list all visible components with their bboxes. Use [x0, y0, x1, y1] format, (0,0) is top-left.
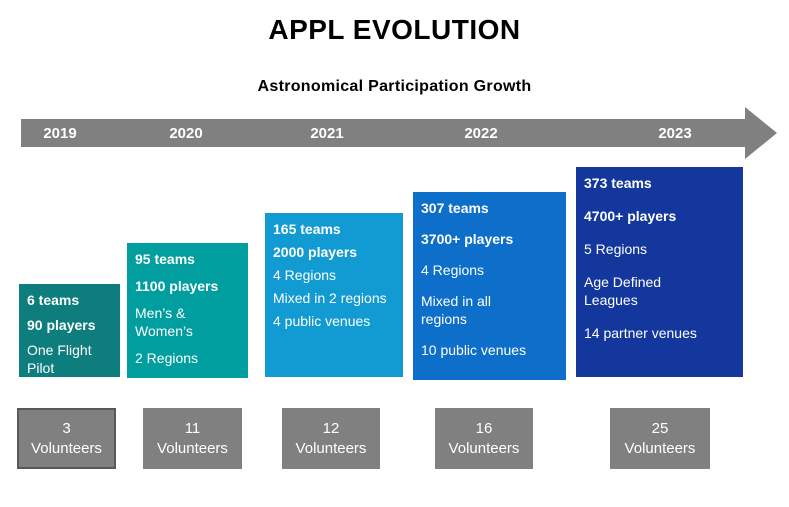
stat-line: 90 players: [27, 317, 96, 333]
stage-box-2023: 373 teams 4700+ players 5 Regions Age De…: [576, 167, 743, 377]
stat-line: Age Defined Leagues: [584, 274, 662, 308]
volunteer-count: 3: [62, 419, 71, 437]
volunteer-box-2019: 3 Volunteers: [17, 408, 116, 469]
stat-line: 95 teams: [135, 251, 195, 267]
volunteer-count: 25: [651, 419, 669, 437]
stat-line: 165 teams: [273, 221, 341, 237]
year-label-2020: 2020: [169, 125, 203, 142]
volunteer-count: 12: [322, 419, 340, 437]
stat-line: Men’s & Women’s: [135, 305, 193, 339]
stat-line: 5 Regions: [584, 241, 648, 257]
volunteer-box-2023: 25 Volunteers: [610, 408, 710, 469]
stat-line: 14 partner venues: [584, 325, 697, 341]
volunteer-count: 16: [475, 419, 493, 437]
stage-box-2022: 307 teams 3700+ players 4 Regions Mixed …: [413, 192, 566, 380]
slide-title: APPL EVOLUTION: [268, 14, 521, 45]
stat-line: 4 Regions: [421, 262, 485, 278]
year-label-2022: 2022: [464, 125, 498, 142]
stat-line: 2000 players: [273, 244, 358, 260]
stat-line: Mixed in 2 regions: [273, 290, 387, 306]
stat-line: 2 public venues: [135, 377, 233, 393]
stat-line: 4 public venues: [273, 313, 371, 329]
year-label-2023: 2023: [658, 125, 692, 142]
stat-line: Mixed in all regions: [421, 293, 492, 327]
stage-box-2021: 165 teams 2000 players 4 Regions Mixed i…: [265, 213, 403, 377]
stat-line: 1100 players: [135, 278, 219, 294]
timeline-arrow-icon: [21, 107, 777, 159]
stat-line: One Flight Pilot: [27, 342, 92, 376]
volunteer-box-2022: 16 Volunteers: [435, 408, 533, 469]
slide-subtitle: Astronomical Participation Growth: [257, 78, 532, 95]
year-label-2021: 2021: [310, 125, 344, 142]
volunteer-label: Volunteers: [624, 439, 696, 457]
stage-box-2019: 6 teams 90 players One Flight Pilot: [19, 284, 120, 377]
stat-line: 307 teams: [421, 200, 489, 216]
stat-line: 4 Regions: [273, 267, 337, 283]
stat-line: 3700+ players: [421, 231, 514, 247]
stat-line: 10 public venues: [421, 342, 527, 358]
volunteer-label: Volunteers: [448, 439, 520, 457]
volunteer-count: 11: [184, 419, 201, 437]
volunteer-box-2021: 12 Volunteers: [282, 408, 380, 469]
volunteer-label: Volunteers: [157, 439, 228, 457]
volunteer-label: Volunteers: [31, 439, 102, 457]
volunteer-box-2020: 11 Volunteers: [143, 408, 242, 469]
stat-line: 6 teams: [27, 292, 80, 308]
stat-line: 2 Regions: [135, 350, 199, 366]
year-label-2019: 2019: [43, 125, 77, 142]
stat-line: 4700+ players: [584, 208, 677, 224]
volunteer-label: Volunteers: [295, 439, 367, 457]
stage-box-2020: 95 teams 1100 players Men’s & Women’s 2 …: [127, 243, 248, 393]
stat-line: 373 teams: [584, 175, 652, 191]
